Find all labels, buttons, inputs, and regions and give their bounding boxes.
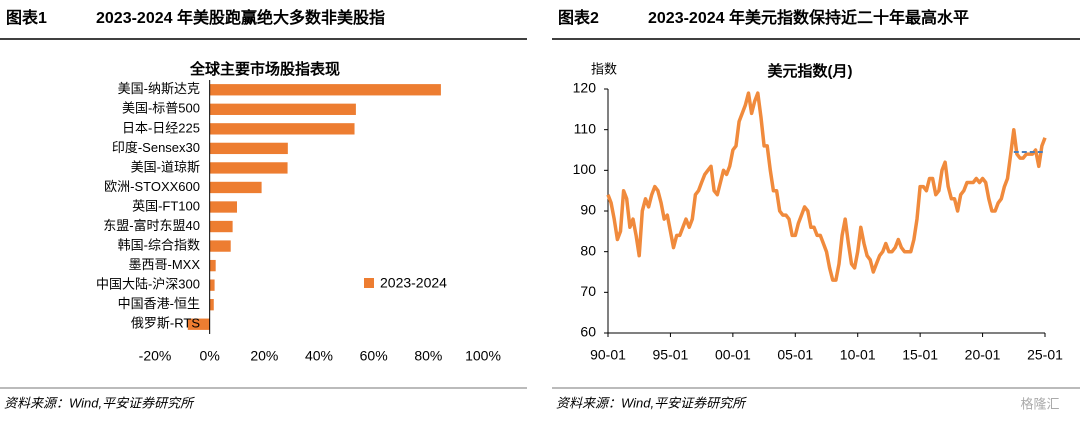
bar [209,299,214,311]
category-label: 美国-标普500 [122,101,200,116]
figure-label: 图表1 [6,8,47,27]
x-tick-label: -20% [139,348,172,364]
y-tick-label: 70 [580,283,596,299]
figure-title: 2023-2024 年美元指数保持近二十年最高水平 [648,8,969,27]
chart-title: 全球主要市场股指表现 [189,60,340,78]
x-tick-label: 05-01 [777,347,813,363]
bar [209,240,231,252]
y-tick-label: 120 [573,80,597,96]
category-label: 印度-Sensex30 [112,140,200,155]
bar [209,201,237,213]
x-tick-label: 40% [305,348,333,364]
chart-title: 美元指数(月) [768,62,853,80]
bar [209,259,216,272]
category-label: 美国-道琼斯 [131,159,200,174]
line-series [606,91,1047,282]
category-label: 日本-日经225 [122,120,200,135]
y-axis-label: 指数 [591,61,617,76]
bar [209,162,288,174]
bar [209,123,355,135]
category-label: 韩国-综合指数 [118,238,200,253]
x-tick-label: 90-01 [590,347,626,363]
bar [209,103,356,115]
category-label: 俄罗斯-RTS [131,316,200,331]
category-label: 欧洲-STOXX600 [104,179,200,194]
category-label: 中国香港-恒生 [118,296,200,311]
x-tick-label: 10-01 [840,347,876,363]
category-label: 英国-FT100 [132,198,200,213]
bar [209,84,441,96]
y-tick-label: 110 [574,120,597,136]
category-label: 美国-纳斯达克 [118,81,200,96]
source: 资料来源：Wind,平安证券研究所 [4,395,195,410]
y-tick-label: 100 [573,161,597,177]
bar [209,181,262,194]
figure-title: 2023-2024 年美股跑赢绝大多数非美股指 [96,8,385,27]
category-label: 墨西哥-MXX [128,257,200,272]
y-tick-label: 60 [580,324,596,340]
x-tick-label: 15-01 [902,347,938,363]
x-tick-label: 100% [465,348,501,364]
category-label: 东盟-富时东盟40 [103,218,200,233]
bar [209,279,215,291]
legend-swatch [364,278,374,288]
x-tick-label: 20-01 [965,347,1001,363]
y-tick-label: 90 [580,202,596,218]
x-tick-label: 95-01 [653,347,689,363]
source: 资料来源：Wind,平安证券研究所 [556,395,747,410]
y-tick-label: 80 [580,242,596,258]
bar [187,318,210,330]
figure-label: 图表2 [558,8,599,27]
bar [209,220,233,233]
legend-label: 2023-2024 [380,275,447,291]
x-tick-label: 00-01 [715,347,751,363]
bar [209,142,288,155]
x-tick-label: 20% [250,348,278,364]
x-tick-label: 0% [200,348,220,364]
x-tick-label: 25-01 [1027,347,1063,363]
category-label: 中国大陆-沪深300 [96,277,200,292]
x-tick-label: 60% [360,348,388,364]
watermark: 格隆汇 [1020,396,1059,411]
x-tick-label: 80% [414,348,442,364]
